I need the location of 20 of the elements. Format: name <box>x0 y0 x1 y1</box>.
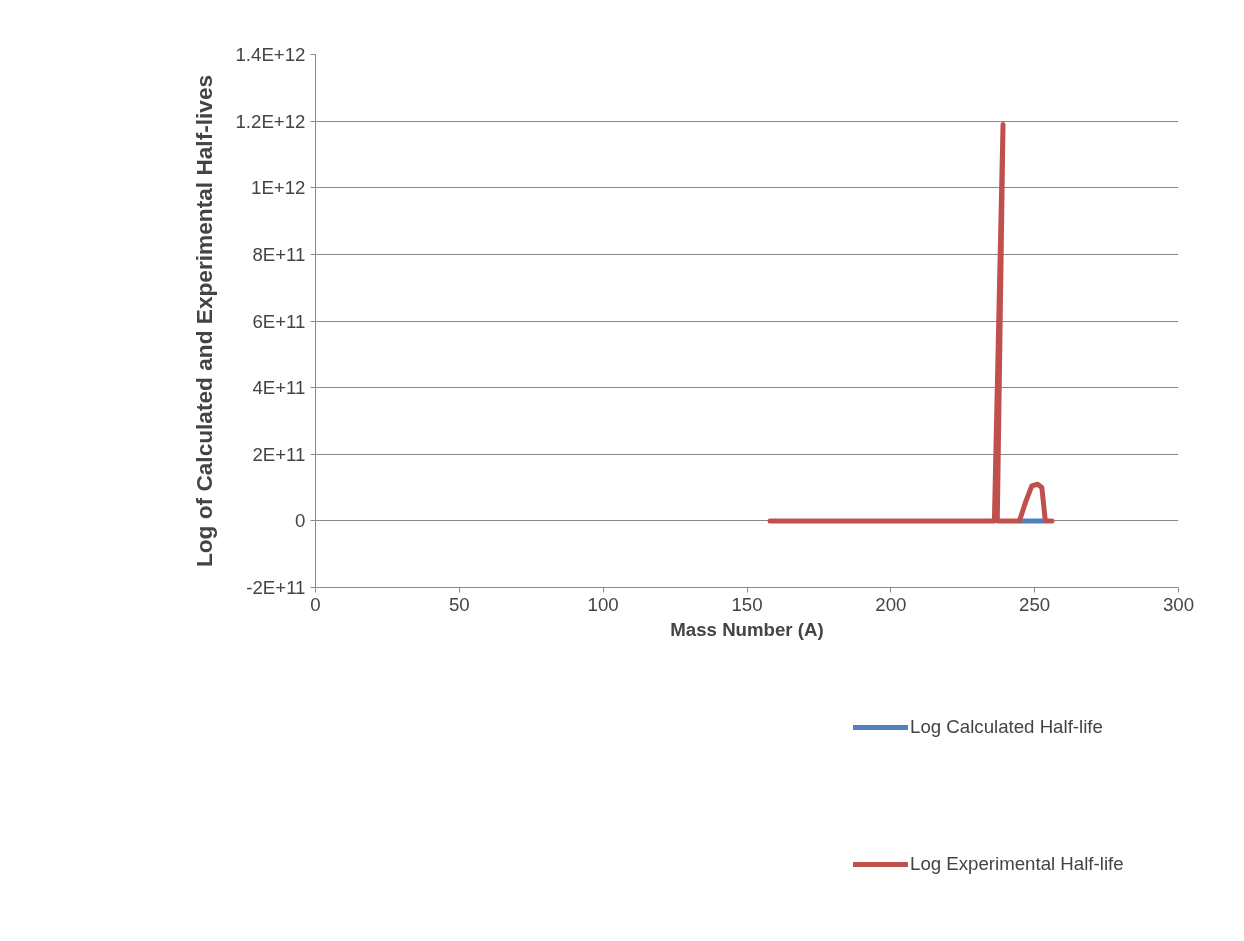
x-tick-label: 200 <box>875 593 907 615</box>
y-axis-title: Log of Calculated and Experimental Half-lives <box>191 74 218 568</box>
y-tick-label: 1.4E+12 <box>235 44 306 65</box>
y-tick-label: 8E+11 <box>252 243 306 265</box>
y-tick-label: -2E+11 <box>246 577 306 598</box>
x-axis-title: Mass Number (A) <box>670 618 824 640</box>
y-tick-label: 2E+11 <box>252 443 306 465</box>
x-tick-label: 50 <box>448 593 470 615</box>
x-tick-label: 0 <box>310 593 321 615</box>
legend-label: Log Calculated Half-life <box>910 716 1103 738</box>
x-tick-label: 150 <box>731 593 763 615</box>
x-tick-label: 250 <box>1019 593 1051 615</box>
y-tick-label: 4E+11 <box>252 377 306 399</box>
x-tick-label: 100 <box>587 593 619 615</box>
x-tick-label: 300 <box>1162 593 1195 615</box>
y-tick-label: 0 <box>295 510 306 532</box>
y-tick-label: 1.2E+12 <box>235 110 306 132</box>
y-tick-label: 6E+11 <box>252 310 306 332</box>
y-tick-label: 1E+12 <box>251 177 306 199</box>
legend-label: Log Experimental Half-life <box>910 853 1124 875</box>
